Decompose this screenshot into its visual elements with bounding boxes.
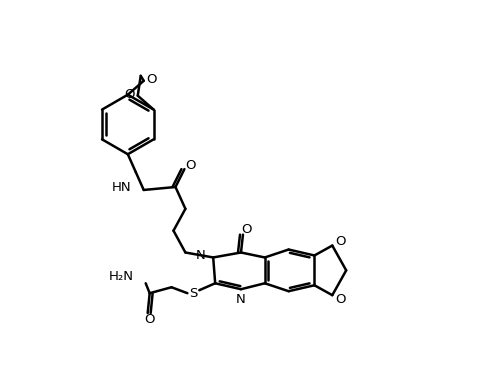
Text: N: N [196,249,205,262]
Text: O: O [144,314,155,327]
Text: O: O [125,88,135,101]
Text: HN: HN [112,182,132,195]
Text: S: S [189,287,197,300]
Text: O: O [335,235,346,248]
Text: O: O [242,223,252,236]
Text: O: O [146,73,157,86]
Text: N: N [236,293,246,306]
Text: O: O [335,293,346,306]
Text: O: O [185,158,196,171]
Text: H₂N: H₂N [109,270,134,283]
